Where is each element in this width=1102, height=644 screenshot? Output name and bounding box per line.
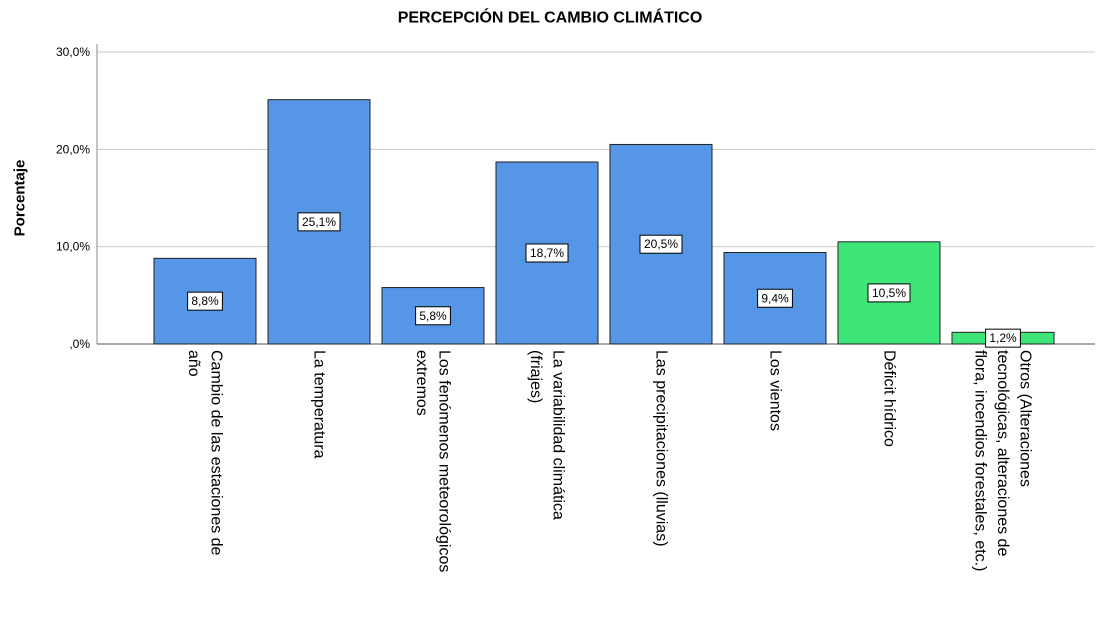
value-label-box [415,306,451,326]
x-tick-label: extremos [413,350,430,416]
x-tick-label: Los fenómenos meteorológicos [436,350,453,572]
x-tick-label: Cambio de las estaciones de [208,350,225,556]
value-label: 25,1% [302,215,336,229]
x-tick-label: Otros (Alteraciones [1017,350,1034,487]
x-tick-label: (friajes) [527,350,544,403]
value-label: 8,8% [191,294,219,308]
chart-title: PERCEPCIÓN DEL CAMBIO CLIMÁTICO [398,8,703,27]
value-label-box [639,234,683,254]
value-label: 18,7% [530,246,564,260]
value-label: 10,5% [872,286,906,300]
value-label-box [525,243,569,263]
y-axis-label: Porcentaje [12,160,29,237]
value-label: 5,8% [419,309,447,323]
x-tick-label: Las precipitaciones (lluvias) [653,350,670,547]
value-label: 1,2% [989,331,1017,345]
labels: 8,8% Cambio de las estaciones de año 25,1% L… [185,212,1034,572]
y-tick-label: 20,0% [56,142,90,156]
x-tick-label: Déficit hídrico [881,350,898,447]
x-tick-label: La variabilidad climática [550,350,567,520]
x-tick-label: año [185,350,202,377]
x-tick-label: flora, incendios forestales, etc.) [972,350,989,571]
y-tick-label: 10,0% [56,240,90,254]
x-tick-label: La temperatura [311,350,328,459]
x-tick-label: tecnológicas, alteraciones de [994,350,1011,556]
value-label-box [985,328,1021,348]
y-tick-label: 30,0% [56,45,90,59]
x-tick-label: Los vientos [767,350,784,431]
value-label-box [867,283,911,303]
value-label-box [187,291,223,311]
bars [153,99,1055,345]
value-label: 20,5% [644,237,678,251]
y-tick-label: ,0% [69,337,90,351]
value-label-box [297,212,341,232]
value-label-box [757,288,793,308]
value-label: 9,4% [761,291,789,305]
